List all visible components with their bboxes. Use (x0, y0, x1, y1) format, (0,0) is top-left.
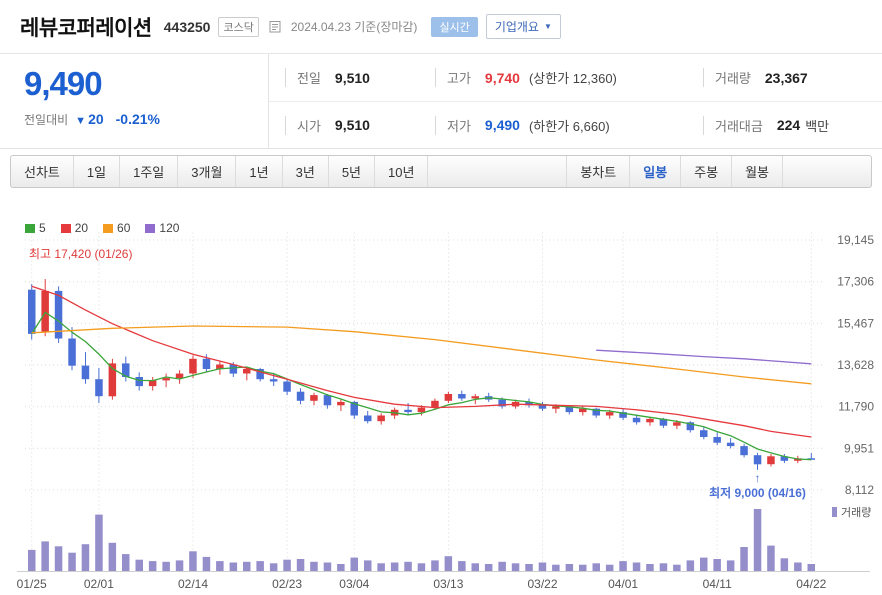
svg-text:거래량: 거래량 (841, 506, 871, 519)
svg-text:01/25: 01/25 (17, 577, 47, 591)
prev-close-value: 9,510 (334, 69, 370, 86)
ma20-legend-item: 20 (60, 221, 89, 235)
volume-value: 23,367 (764, 69, 808, 86)
tab-10year[interactable]: 10년 (375, 156, 429, 187)
svg-text:↑: ↑ (755, 471, 761, 485)
price-summary: 9,490 전일대비 ▼ 20 -0.21% 전일 9,510 고가 9,740… (0, 54, 882, 149)
svg-text:19,145: 19,145 (837, 233, 874, 247)
trade-value-cell: 거래대금 224 백만 (687, 101, 882, 148)
document-icon (269, 20, 281, 33)
ma120-legend-item: 120 (145, 221, 179, 235)
price-info-table: 전일 9,510 고가 9,740 (상한가 12,360) 거래량 23,36… (268, 54, 882, 148)
chart-toolbar: 선차트 1일 1주일 3개월 1년 3년 5년 10년 봉차트 일봉 주봉 월봉 (10, 155, 872, 188)
open-price-label: 시가 (285, 115, 321, 135)
ma60-legend-label: 60 (117, 221, 131, 235)
ma5-legend-label: 5 (39, 221, 46, 235)
low-price-label: 저가 (435, 115, 471, 135)
stock-title: 레뷰코퍼레이션 (20, 16, 152, 40)
open-price-value: 9,510 (334, 117, 370, 133)
upper-limit-text: (상한가 12,360) (528, 71, 617, 86)
volume-cell: 거래량 23,367 (687, 54, 882, 101)
tab-1year[interactable]: 1년 (236, 156, 283, 187)
current-price: 9,490 (24, 65, 103, 102)
trade-value-unit: 백만 (805, 118, 830, 134)
ma-legend: 5 20 60 120 (25, 221, 179, 235)
lower-limit-text: (하한가 6,660) (528, 118, 610, 134)
date-text: 2024.04.23 기준(장마감) (290, 20, 418, 34)
svg-text:02/14: 02/14 (178, 577, 208, 591)
ma120-legend-label: 120 (159, 221, 180, 235)
tab-3year[interactable]: 3년 (283, 156, 329, 187)
svg-text:04/11: 04/11 (703, 577, 732, 591)
ma20-swatch (60, 223, 71, 233)
high-price-label: 고가 (435, 68, 471, 87)
ma5-legend-item: 5 (25, 221, 46, 235)
change-percent: -0.21% (115, 111, 160, 127)
svg-text:15,467: 15,467 (837, 316, 874, 330)
change-row: 전일대비 ▼ 20 -0.21% (24, 111, 268, 128)
svg-text:11,790: 11,790 (838, 400, 874, 414)
company-overview-label: 기업개요 (494, 20, 539, 34)
stock-code: 443250 (163, 18, 211, 35)
change-label: 전일대비 (24, 113, 69, 127)
tab-daily-candle[interactable]: 일봉 (630, 156, 682, 187)
low-price-cell: 저가 9,490 (하한가 6,660) (419, 101, 687, 148)
ma120-swatch (145, 223, 156, 233)
svg-text:02/23: 02/23 (272, 577, 302, 591)
ma60-legend-item: 60 (103, 221, 130, 235)
prev-close-cell: 전일 9,510 (269, 54, 419, 101)
tab-1week[interactable]: 1주일 (120, 156, 179, 187)
high-price-cell: 고가 9,740 (상한가 12,360) (419, 54, 687, 101)
tab-weekly-candle[interactable]: 주봉 (681, 156, 733, 187)
market-badge: 코스닥 (218, 16, 259, 37)
tab-candle-chart[interactable]: 봉차트 (566, 156, 631, 187)
svg-text:03/22: 03/22 (527, 577, 557, 591)
down-triangle-icon: ▼ (75, 115, 87, 127)
open-price-cell: 시가 9,510 (269, 101, 419, 148)
ma5-swatch (25, 223, 35, 233)
candlestick-chart: 19,145 17,306 15,467 13,628 11,790 9,951 8,112… (0, 194, 882, 595)
chart-area: 5 20 60 120 19,145 17,306 15,467 13,628 11,7… (0, 194, 882, 595)
change-value: 20 (88, 111, 104, 127)
svg-text:13,628: 13,628 (837, 358, 874, 372)
ma60-swatch (103, 223, 114, 233)
ma20-legend-label: 20 (74, 221, 89, 235)
svg-text:최고 17,420 (01/26): 최고 17,420 (01/26) (29, 247, 132, 261)
realtime-badge: 실시간 (431, 16, 478, 37)
low-price-value: 9,490 (484, 117, 520, 133)
header: 레뷰코퍼레이션 443250 코스닥 2024.04.23 기준(장마감) 실시… (0, 0, 882, 54)
trade-value-label: 거래대금 (703, 115, 763, 135)
svg-text:02/01: 02/01 (84, 577, 114, 591)
svg-text:04/22: 04/22 (796, 577, 826, 591)
chevron-down-icon: ▼ (543, 22, 552, 31)
tab-monthly-candle[interactable]: 월봉 (732, 156, 783, 187)
volume-label: 거래량 (703, 68, 751, 87)
company-overview-button[interactable]: 기업개요 ▼ (485, 14, 561, 39)
svg-text:8,112: 8,112 (845, 483, 874, 497)
svg-text:17,306: 17,306 (837, 275, 874, 289)
trade-value-value: 224 (776, 117, 801, 133)
svg-text:03/04: 03/04 (339, 577, 369, 591)
svg-text:04/01: 04/01 (608, 577, 638, 591)
tab-1day[interactable]: 1일 (74, 156, 121, 187)
svg-text:9,951: 9,951 (844, 441, 874, 455)
tab-line-chart[interactable]: 선차트 (11, 156, 74, 187)
tab-3month[interactable]: 3개월 (178, 156, 237, 187)
svg-text:최저 9,000 (04/16): 최저 9,000 (04/16) (709, 485, 806, 500)
prev-close-label: 전일 (285, 68, 321, 87)
tab-5year[interactable]: 5년 (329, 156, 376, 187)
svg-text:03/13: 03/13 (433, 577, 463, 591)
current-price-block: 9,490 전일대비 ▼ 20 -0.21% (0, 54, 268, 148)
high-price-value: 9,740 (484, 69, 520, 86)
